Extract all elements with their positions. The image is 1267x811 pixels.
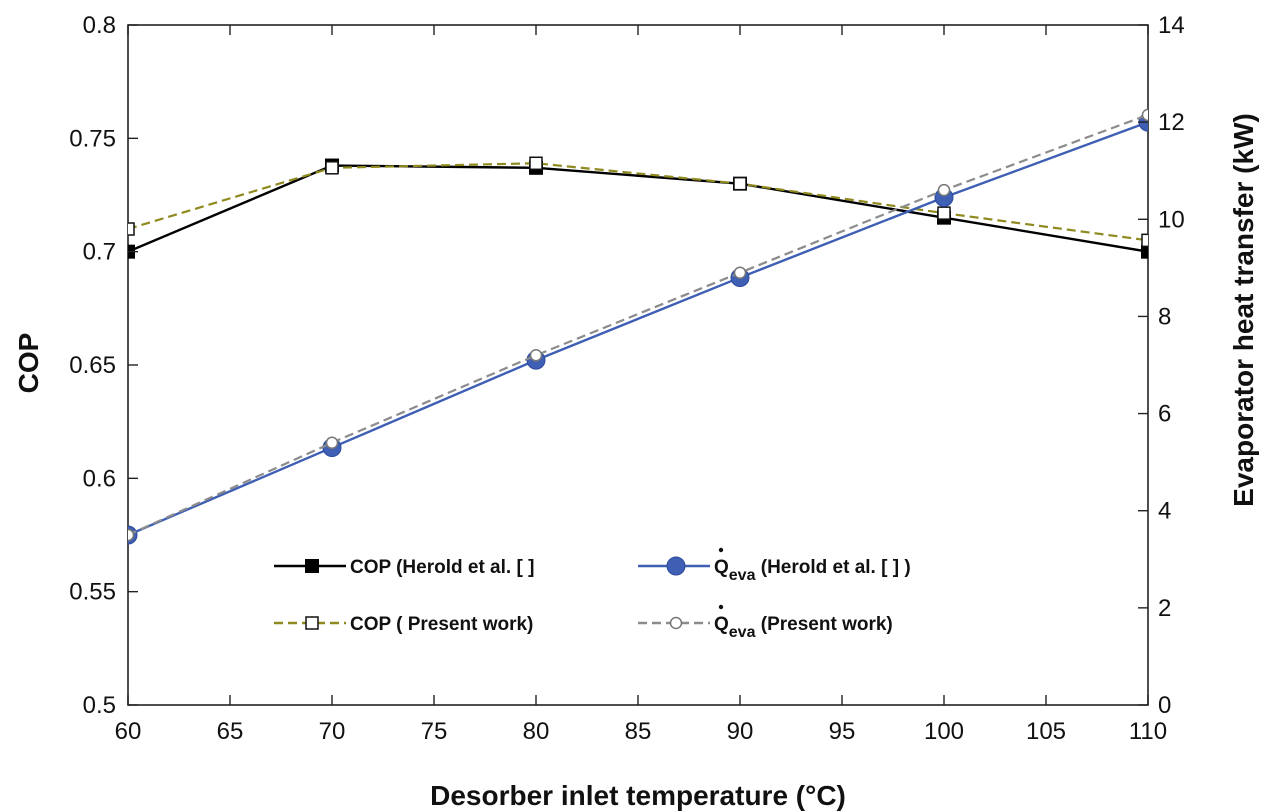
y-axis-title: COP bbox=[13, 333, 44, 394]
series-2-point bbox=[128, 222, 135, 236]
legend-entry-1: COP (Herold et al. [ ] bbox=[274, 557, 534, 578]
y2-tick-label: 12 bbox=[1158, 109, 1185, 136]
series-line-4 bbox=[128, 113, 1148, 537]
series-2-point bbox=[937, 206, 951, 220]
y2-tick-label: 14 bbox=[1158, 12, 1185, 39]
legend: COP (Herold et al. [ ] Qeva (Herold et al… bbox=[274, 547, 911, 641]
series-4 bbox=[128, 108, 1148, 542]
y2-tick-label: 6 bbox=[1158, 401, 1171, 428]
series-3 bbox=[128, 112, 1148, 545]
series-4-point bbox=[1141, 108, 1148, 122]
legend-label: COP (Herold et al. [ ] bbox=[350, 557, 534, 578]
legend-entry-3: Qeva (Herold et al. [ ] ) bbox=[638, 547, 911, 584]
y2-tick-label: 2 bbox=[1158, 595, 1171, 622]
x-tick-label: 75 bbox=[421, 718, 448, 745]
x-axis-title: Desorber inlet temperature (°C) bbox=[430, 780, 846, 811]
series-line-1 bbox=[128, 164, 1148, 253]
x-tick-label: 90 bbox=[727, 718, 754, 745]
series-4-point bbox=[937, 183, 951, 197]
y2-tick-label: 0 bbox=[1158, 692, 1171, 719]
legend-entry-4: Qeva (Present work) bbox=[638, 604, 893, 641]
series-2 bbox=[128, 156, 1148, 248]
y-tick-label: 0.7 bbox=[83, 239, 116, 266]
y-tick-label: 0.5 bbox=[83, 692, 116, 719]
plot-area bbox=[127, 24, 1149, 706]
q-dot-accent bbox=[718, 604, 724, 610]
plot-frame bbox=[127, 24, 1149, 706]
series-line-2 bbox=[128, 162, 1148, 242]
x-tick-label: 70 bbox=[319, 718, 346, 745]
y-tick-label: 0.6 bbox=[83, 465, 116, 492]
y-tick-label: 0.55 bbox=[69, 579, 116, 606]
legend-label: Qeva (Present work) bbox=[714, 614, 893, 641]
series-layer bbox=[128, 108, 1148, 545]
x-tick-label: 80 bbox=[523, 718, 550, 745]
legend-label: COP ( Present work) bbox=[350, 614, 533, 635]
ticks-layer: 60 65 70 75 80 85 90 95 100 105 1100.50.550.60.650… bbox=[69, 12, 1184, 745]
x-tick-label: 65 bbox=[217, 718, 244, 745]
x-tick-label: 100 bbox=[924, 718, 964, 745]
legend-marker bbox=[666, 556, 686, 576]
legend-marker bbox=[305, 616, 319, 630]
legend-label: Qeva (Herold et al. [ ] ) bbox=[714, 557, 911, 584]
series-line-3 bbox=[128, 121, 1148, 537]
y2-tick-label: 8 bbox=[1158, 303, 1171, 330]
series-4-point bbox=[733, 266, 747, 279]
series-2-point bbox=[733, 176, 747, 191]
legend-marker bbox=[305, 559, 319, 573]
series-2-point bbox=[529, 156, 543, 171]
y2-axis-title: Evaporator heat transfer (kW) bbox=[1228, 113, 1259, 507]
y-tick-label: 0.8 bbox=[83, 12, 116, 39]
y2-tick-label: 10 bbox=[1158, 206, 1185, 233]
y2-tick-label: 4 bbox=[1158, 498, 1171, 525]
legend-marker bbox=[669, 616, 683, 630]
series-1-point bbox=[1141, 244, 1148, 259]
series-4-point bbox=[529, 349, 543, 362]
y-tick-label: 0.75 bbox=[69, 125, 116, 152]
x-tick-label: 95 bbox=[829, 718, 856, 745]
series-4-point bbox=[128, 528, 135, 542]
x-tick-label: 105 bbox=[1026, 718, 1066, 745]
y-tick-label: 0.65 bbox=[69, 352, 116, 379]
x-tick-label: 60 bbox=[115, 718, 142, 745]
x-tick-label: 110 bbox=[1129, 718, 1167, 745]
series-2-point bbox=[1141, 233, 1148, 248]
q-dot-accent bbox=[718, 547, 724, 553]
legend-entry-2: COP ( Present work) bbox=[274, 614, 533, 635]
series-4-point bbox=[325, 436, 339, 449]
series-2-point bbox=[325, 161, 339, 175]
x-tick-label: 85 bbox=[625, 718, 652, 745]
